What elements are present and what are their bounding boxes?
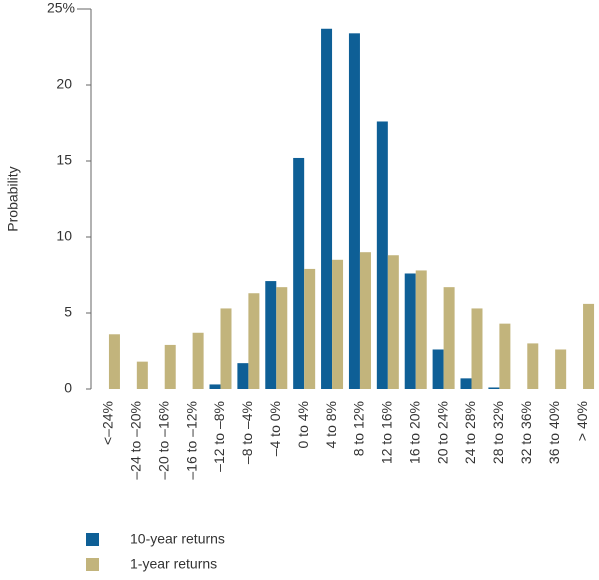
x-tick-label: 24 to 28% <box>462 401 478 464</box>
bar <box>265 281 277 389</box>
legend-label: 1-year returns <box>130 556 217 572</box>
legend-swatch <box>86 533 99 546</box>
x-tick-label: –12 to –8% <box>211 401 227 472</box>
y-tick-label: 15 <box>56 152 72 168</box>
x-tick-label: 8 to 12% <box>351 401 367 456</box>
y-tick-label: 20 <box>56 76 72 92</box>
bar <box>404 273 416 389</box>
bar <box>583 303 595 389</box>
x-tick-label: 32 to 36% <box>518 401 534 464</box>
x-tick-label: 36 to 40% <box>546 401 562 464</box>
bar <box>415 270 427 389</box>
bar <box>387 255 399 389</box>
bar <box>460 378 472 389</box>
x-tick-label: –4 to 0% <box>267 401 283 456</box>
x-tick-label: –24 to –20% <box>128 401 144 480</box>
bar <box>108 334 120 389</box>
bar <box>293 157 305 389</box>
y-tick-label: 5 <box>64 304 72 320</box>
bar <box>432 349 444 389</box>
bar <box>192 332 204 389</box>
bar <box>443 287 455 389</box>
y-axis-label: Probability <box>5 166 21 231</box>
bar <box>209 384 221 389</box>
legend-swatch <box>86 558 99 571</box>
x-tick-label: <–24% <box>100 401 116 445</box>
x-tick-label: 16 to 20% <box>406 401 422 464</box>
bar <box>348 33 360 389</box>
bar <box>276 287 288 389</box>
x-tick-label: –20 to –16% <box>155 401 171 480</box>
y-tick-label: 0 <box>64 380 72 396</box>
bar <box>332 259 344 389</box>
x-tick-label: 12 to 16% <box>379 401 395 464</box>
bar <box>220 308 232 389</box>
y-tick-label: 10 <box>56 228 72 244</box>
x-tick-label: –8 to –4% <box>239 401 255 464</box>
bar <box>376 121 388 389</box>
bar <box>499 323 511 389</box>
x-tick-label: 20 to 24% <box>434 401 450 464</box>
bar <box>359 252 371 389</box>
bar <box>527 343 539 389</box>
bar <box>555 349 567 389</box>
bar <box>237 363 249 389</box>
bar <box>136 361 148 389</box>
x-tick-label: –16 to –12% <box>183 401 199 480</box>
bar <box>304 268 316 389</box>
legend-label: 10-year returns <box>130 531 225 547</box>
x-tick-label: 0 to 4% <box>295 401 311 448</box>
bar <box>248 293 260 389</box>
y-tick-label: 25% <box>47 0 75 16</box>
bar <box>164 344 176 389</box>
x-tick-label: 4 to 8% <box>323 401 339 448</box>
bar <box>321 28 333 389</box>
bar <box>471 308 483 389</box>
bar <box>488 387 500 389</box>
x-tick-label: > 40% <box>574 401 590 441</box>
x-tick-label: 28 to 32% <box>490 401 506 464</box>
